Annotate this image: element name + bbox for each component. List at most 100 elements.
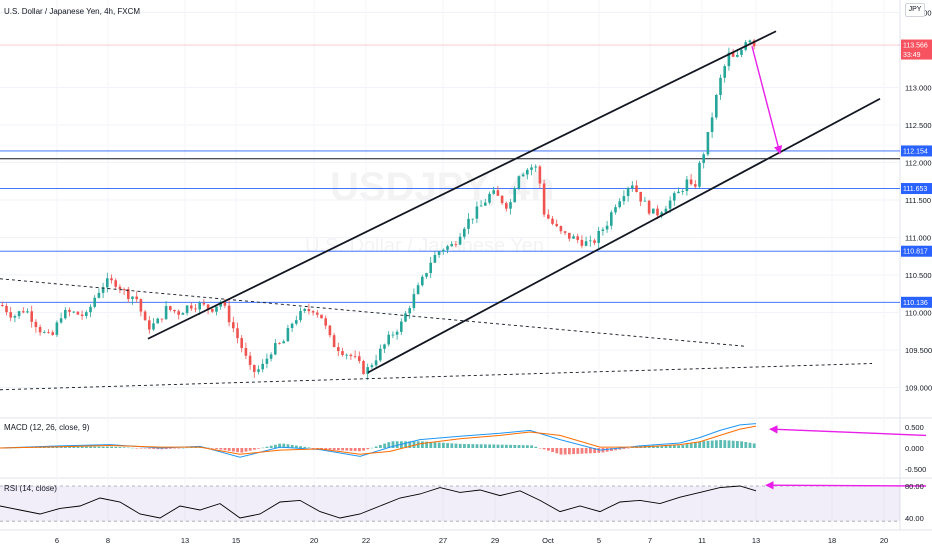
macd-histogram-bar (542, 448, 546, 450)
macd-histogram-bar (698, 441, 701, 448)
candle-body (101, 287, 105, 293)
macd-histogram-bar (173, 448, 176, 449)
x-tick-label: 13 (181, 536, 189, 545)
candle-body (727, 52, 731, 67)
candle-body (710, 117, 714, 132)
macd-histogram-bar (190, 447, 193, 448)
candle-body (660, 212, 663, 216)
chart-title: U.S. Dollar / Japanese Yen, 4h, FXCM (4, 7, 141, 16)
candle-body (446, 246, 449, 250)
candle-body (349, 354, 353, 357)
candle-body (605, 225, 609, 230)
candle-body (257, 369, 260, 372)
candle-body (143, 311, 147, 321)
macd-histogram-bar (358, 448, 361, 452)
y-tick-label: 109.000 (905, 384, 932, 393)
macd-histogram-bar (278, 443, 281, 448)
candle-body (253, 364, 256, 372)
candle-body (601, 229, 605, 231)
candle-body (152, 323, 155, 330)
candle-body (244, 348, 248, 356)
macd-histogram-bar (521, 445, 525, 448)
candle-body (320, 314, 323, 319)
candle-body (635, 185, 638, 192)
macd-histogram-bar (286, 444, 290, 448)
x-tick-label: 20 (880, 536, 888, 545)
macd-histogram-bar (429, 441, 433, 448)
level-label: 111.653 (903, 186, 927, 193)
macd-histogram-bar (412, 441, 416, 448)
candle-body (211, 309, 214, 312)
macd-histogram-bar (589, 448, 592, 454)
candle-body (748, 40, 752, 43)
macd-histogram-bar (290, 444, 294, 448)
candle-body (43, 331, 46, 333)
candle-body (622, 196, 626, 202)
dotted-trend-line (0, 278, 746, 347)
candle-body (122, 289, 126, 290)
level-badge (901, 183, 932, 195)
candle-body (38, 327, 42, 333)
macd-histogram-bar (467, 444, 470, 448)
macd-histogram-bar (341, 448, 344, 451)
x-tick-label: 27 (439, 536, 447, 545)
macd-histogram-bar (425, 441, 428, 448)
candle-body (358, 356, 361, 361)
candle-body (362, 360, 365, 374)
candle-body (106, 278, 109, 288)
candle-body (530, 167, 533, 170)
candle-body (463, 228, 466, 237)
candle-body (198, 302, 201, 310)
candle-body (97, 292, 101, 298)
macd-histogram-bar (223, 448, 227, 451)
macd-histogram-bar (744, 442, 748, 448)
candle-body (177, 311, 180, 315)
y-tick-label: 112.500 (905, 121, 932, 130)
candle-body (454, 244, 458, 245)
macd-histogram-bar (614, 448, 617, 451)
candle-body (597, 230, 600, 243)
candle-body (618, 201, 621, 208)
candle-body (521, 174, 525, 177)
candle-body (374, 360, 378, 366)
candle-body (135, 296, 138, 300)
macd-histogram-bar (538, 448, 542, 449)
macd-histogram-bar (421, 441, 424, 448)
candle-body (719, 77, 722, 96)
candle-body (505, 203, 508, 209)
macd-histogram-bar (303, 446, 307, 448)
rsi-band (0, 486, 900, 522)
macd-histogram-bar (232, 448, 235, 452)
countdown-label: 33:49 (903, 52, 921, 59)
candle-body (391, 334, 395, 336)
macd-histogram-bar (673, 445, 676, 448)
macd-histogram-bar (513, 444, 517, 448)
macd-histogram-bar (106, 446, 109, 448)
candle-body (156, 318, 159, 324)
currency-badge[interactable]: JPY (905, 3, 925, 17)
candle-body (572, 236, 575, 239)
macd-histogram-bar (93, 446, 97, 448)
macd-histogram-bar (185, 447, 189, 449)
candle-body (643, 200, 647, 202)
macd-histogram-bar (240, 448, 244, 453)
x-tick-label: Oct (542, 536, 555, 545)
candle-body (261, 363, 264, 370)
macd-histogram-bar (379, 444, 382, 448)
candle-body (278, 343, 281, 344)
macd-histogram-bar (706, 440, 710, 448)
y-tick-label: 113.000 (905, 84, 932, 93)
macd-histogram-bar (383, 443, 386, 448)
macd-histogram-bar (689, 443, 693, 448)
candle-body (551, 218, 554, 224)
candle-body (236, 328, 239, 339)
candle-body (681, 191, 684, 192)
macd-histogram-bar (442, 442, 445, 448)
candle-body (332, 335, 336, 348)
macd-histogram-bar (324, 448, 328, 450)
candle-body (652, 208, 655, 214)
candle-body (542, 183, 546, 215)
candle-body (639, 191, 642, 202)
macd-histogram-bar (559, 448, 563, 455)
candle-body (538, 166, 542, 184)
